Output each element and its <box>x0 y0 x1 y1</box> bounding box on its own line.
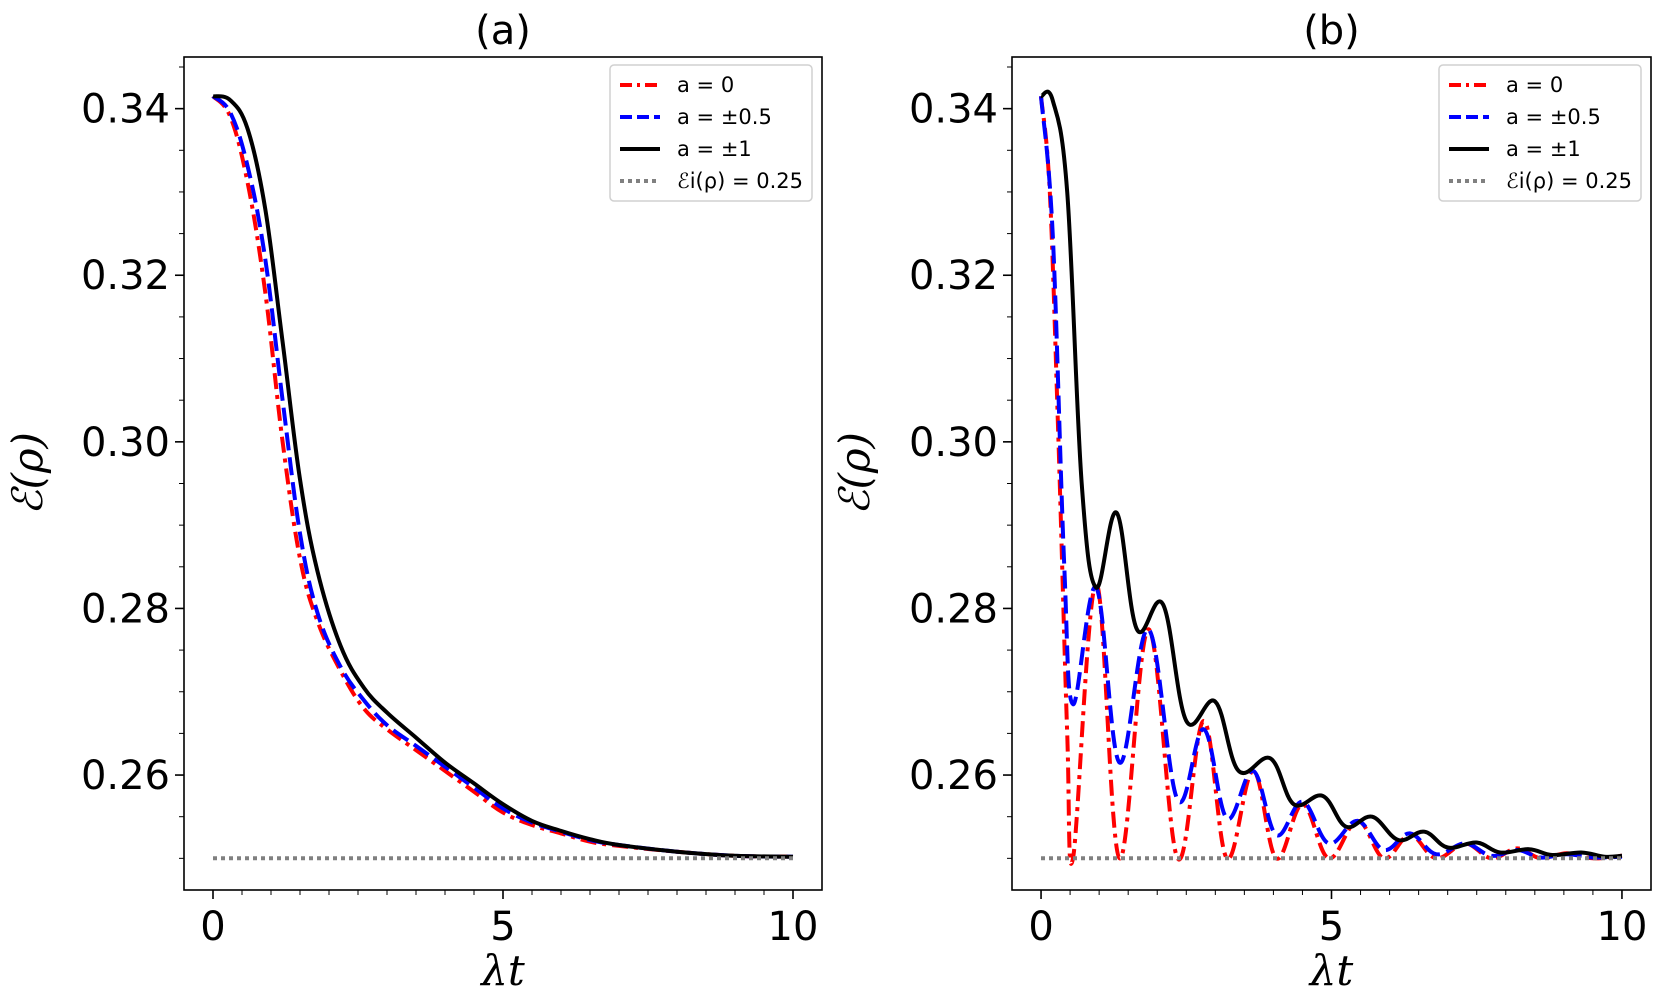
series-line-a1 <box>1039 89 1623 859</box>
y-tick-label: 0.34 <box>909 87 998 133</box>
y-tick-label: 0.34 <box>81 87 170 133</box>
x-tick-label: 0 <box>200 904 225 950</box>
legend-label: a = ±0.5 <box>677 105 772 129</box>
legend-label: a = ±0.5 <box>1506 105 1601 129</box>
y-tick-label: 0.32 <box>81 253 170 299</box>
x-axis-label: λt <box>1308 946 1354 995</box>
panel-title: (a) <box>475 8 531 54</box>
panel-title: (b) <box>1303 8 1360 54</box>
legend-label: ℰi(ρ) = 0.25 <box>677 169 803 193</box>
series-line-a0 <box>211 94 794 859</box>
series-line-a05 <box>1039 96 1623 860</box>
series-line-a1 <box>212 94 794 859</box>
legend-label: a = ±1 <box>1506 137 1581 161</box>
x-tick-label: 5 <box>1319 904 1344 950</box>
y-tick-label: 0.30 <box>81 420 170 466</box>
legend: a = 0 a = ±0.5 a = ±1 ℰi(ρ) = 0.25 <box>609 64 813 202</box>
x-tick-label: 5 <box>490 904 515 950</box>
legend: a = 0 a = ±0.5 a = ±1 ℰi(ρ) = 0.25 <box>1438 64 1642 202</box>
legend-label: ℰi(ρ) = 0.25 <box>1506 169 1632 193</box>
x-axis-label: λt <box>479 946 525 995</box>
y-tick-label: 0.28 <box>909 586 998 632</box>
y-tick-label: 0.30 <box>909 420 998 466</box>
legend-label: a = ±1 <box>677 137 752 161</box>
y-axis-label: ℰ(ρ) <box>830 432 879 515</box>
y-tick-label: 0.26 <box>909 753 998 799</box>
series-line-a0 <box>1039 96 1623 866</box>
y-tick-label: 0.26 <box>81 753 170 799</box>
y-tick-label: 0.28 <box>81 586 170 632</box>
legend-box <box>609 64 813 202</box>
y-axis-label: ℰ(ρ) <box>3 432 52 515</box>
y-tick-label: 0.32 <box>909 253 998 299</box>
legend-label: a = 0 <box>677 73 734 97</box>
legend-box <box>1438 64 1642 202</box>
x-tick-label: 10 <box>768 904 819 950</box>
x-tick-label: 0 <box>1028 904 1053 950</box>
x-tick-label: 10 <box>1597 904 1648 950</box>
legend-label: a = 0 <box>1506 73 1563 97</box>
